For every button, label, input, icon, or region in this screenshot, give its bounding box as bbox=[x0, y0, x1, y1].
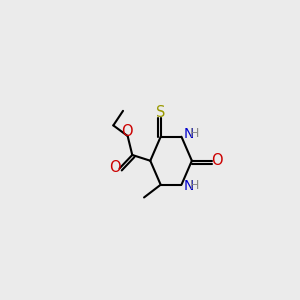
Text: N: N bbox=[184, 179, 194, 193]
Text: H: H bbox=[190, 128, 200, 140]
Text: O: O bbox=[109, 160, 121, 175]
Text: H: H bbox=[190, 179, 200, 192]
Text: N: N bbox=[184, 127, 194, 141]
Text: S: S bbox=[156, 105, 165, 120]
Text: O: O bbox=[121, 124, 132, 139]
Text: O: O bbox=[211, 153, 223, 168]
